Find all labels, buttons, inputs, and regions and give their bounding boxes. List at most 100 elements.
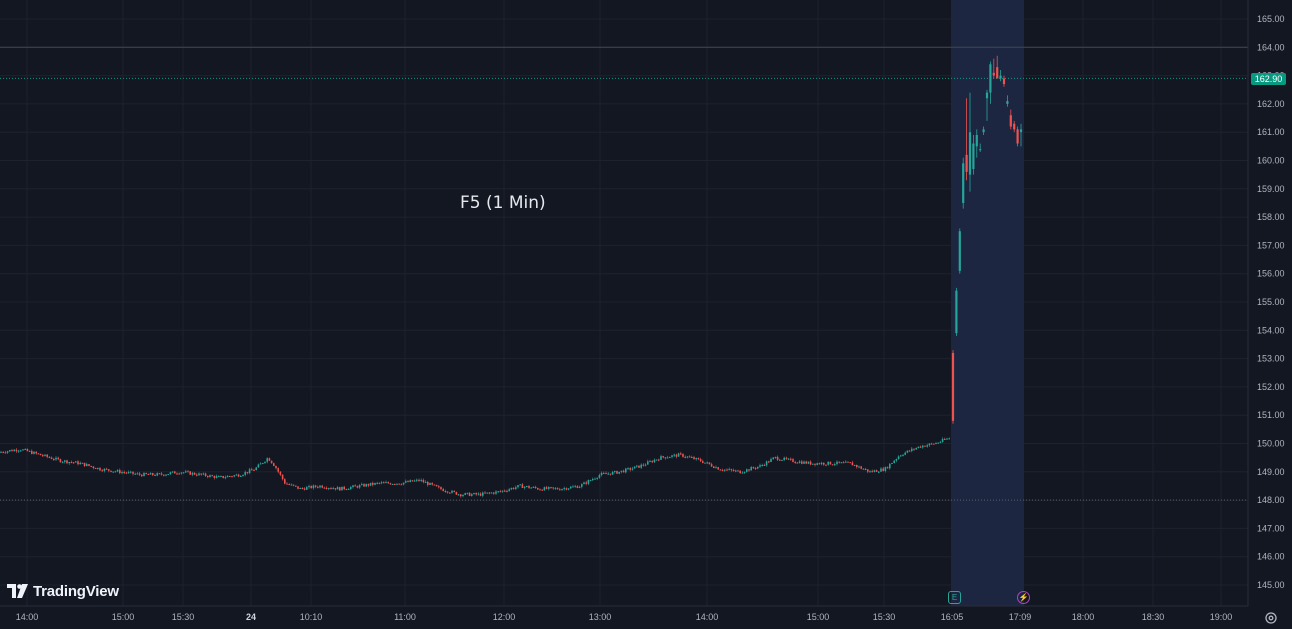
candle xyxy=(574,486,576,488)
candle xyxy=(123,472,125,474)
candle xyxy=(99,467,101,471)
candle xyxy=(460,494,462,497)
candle xyxy=(185,471,187,473)
time-axis[interactable]: 14:00 15:00 15:30 24 10:10 11:00 12:00 13:00 14:… xyxy=(16,612,1233,622)
candle xyxy=(702,461,704,463)
candle xyxy=(226,475,229,478)
candle xyxy=(796,462,799,464)
candle xyxy=(908,450,911,452)
candle xyxy=(647,461,649,465)
candle xyxy=(510,487,513,490)
candle xyxy=(825,464,827,466)
candle xyxy=(466,492,469,494)
candle xyxy=(906,450,909,453)
candle xyxy=(136,473,139,475)
candle xyxy=(317,486,319,488)
candle xyxy=(816,463,818,465)
candle xyxy=(141,474,143,477)
candle xyxy=(858,466,860,468)
candle xyxy=(926,445,928,447)
candle xyxy=(202,473,205,475)
candle xyxy=(90,465,92,467)
gear-icon[interactable] xyxy=(1264,611,1278,625)
candle xyxy=(834,464,836,466)
candle xyxy=(493,492,495,494)
candle xyxy=(306,487,308,490)
candle xyxy=(479,493,482,496)
candle xyxy=(244,472,246,475)
candle xyxy=(138,473,141,475)
candle xyxy=(801,461,803,464)
candle xyxy=(94,468,97,470)
candle xyxy=(982,129,985,133)
candle xyxy=(44,454,46,456)
candle xyxy=(330,488,332,490)
candle xyxy=(805,461,807,464)
candle xyxy=(79,462,81,465)
candle xyxy=(248,469,251,473)
candle xyxy=(352,485,354,488)
candle xyxy=(787,458,790,460)
candle xyxy=(387,482,389,484)
earnings-marker[interactable]: E xyxy=(948,591,961,604)
candle xyxy=(618,471,620,474)
time-tick-label: 10:10 xyxy=(300,612,323,622)
candle xyxy=(506,490,508,492)
candle xyxy=(1009,115,1012,127)
candle xyxy=(59,459,62,463)
candle xyxy=(737,470,739,472)
candle xyxy=(924,445,926,447)
candle xyxy=(504,490,506,492)
candle xyxy=(424,481,427,483)
candle xyxy=(633,466,636,469)
candle xyxy=(303,488,306,490)
candle xyxy=(24,448,26,450)
candle xyxy=(746,469,748,472)
candle xyxy=(53,458,55,460)
candle xyxy=(774,456,777,458)
dividend-marker[interactable]: ⚡ xyxy=(1017,591,1030,604)
candle xyxy=(420,479,422,481)
candle xyxy=(86,464,88,467)
candle xyxy=(429,482,431,485)
candle xyxy=(112,471,114,473)
candle xyxy=(4,452,7,454)
candle xyxy=(666,457,669,459)
candle xyxy=(600,472,603,476)
tradingview-wordmark: TradingView xyxy=(33,582,119,600)
candle xyxy=(721,470,724,472)
candle xyxy=(944,438,946,440)
price-axis[interactable]: 145.00 146.00 147.00 148.00 149.00 150.00 151.… xyxy=(1257,14,1285,590)
candle xyxy=(658,459,660,461)
candle xyxy=(101,470,103,472)
price-tick-label: 152.00 xyxy=(1257,382,1285,392)
candle xyxy=(416,479,418,481)
candle xyxy=(389,483,392,485)
candle xyxy=(433,484,436,486)
candle xyxy=(732,470,735,472)
last-price-label: 162.90 xyxy=(1251,73,1286,85)
candle xyxy=(396,483,398,485)
candle xyxy=(739,470,741,474)
candle xyxy=(356,486,359,488)
candle xyxy=(35,451,37,454)
tradingview-logo-icon xyxy=(7,584,28,598)
candle xyxy=(26,448,29,452)
candle xyxy=(262,463,264,465)
candle xyxy=(521,484,524,488)
candle xyxy=(761,464,763,466)
candle xyxy=(999,75,1002,79)
tradingview-logo[interactable]: TradingView xyxy=(7,581,119,601)
candle xyxy=(958,231,961,271)
candle xyxy=(178,473,180,475)
candle xyxy=(292,484,295,486)
candle xyxy=(11,450,13,452)
candle xyxy=(312,485,315,489)
price-tick-label: 158.00 xyxy=(1257,212,1285,222)
time-tick-label: 12:00 xyxy=(493,612,516,622)
candle xyxy=(728,469,730,471)
candle xyxy=(149,473,152,475)
candle xyxy=(919,446,922,448)
candle xyxy=(279,471,282,475)
